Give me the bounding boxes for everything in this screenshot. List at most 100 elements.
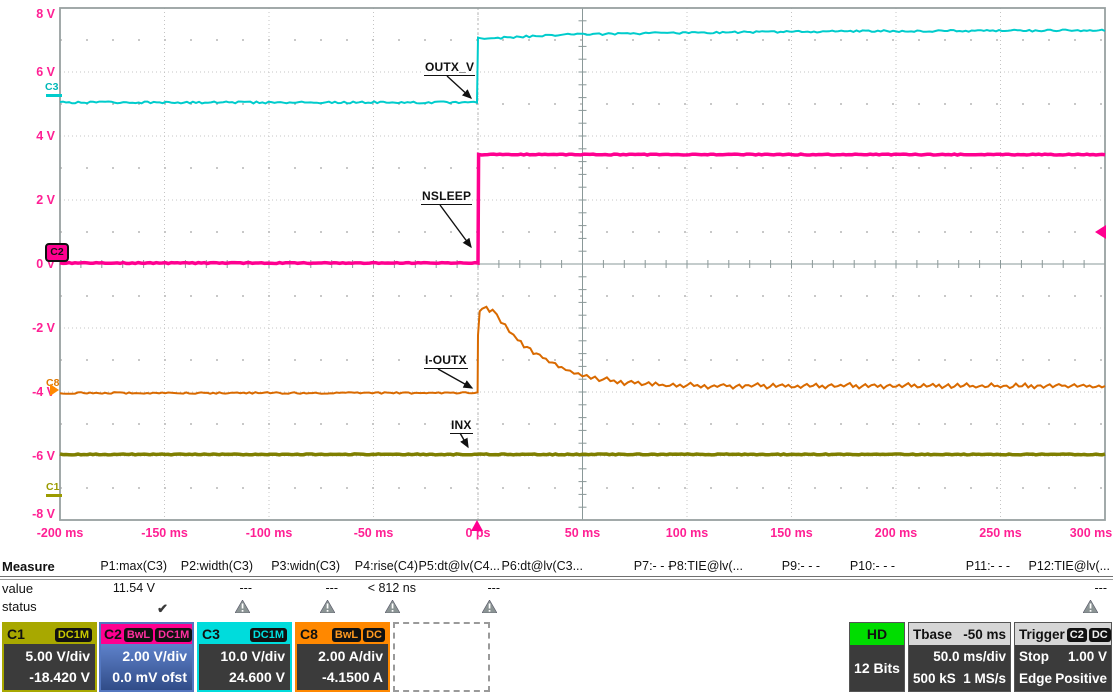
- trigger-level: 1.00 V: [1067, 649, 1107, 664]
- channel-zero-dash: [46, 494, 62, 497]
- measure-col-header[interactable]: P6:dt@lv(C3...: [501, 559, 583, 573]
- trigger-kind: Edge: [1019, 671, 1053, 686]
- trigger-label: Trigger: [1019, 626, 1065, 642]
- timebase-box[interactable]: Tbase -50 ms 50.0 ms/div 500 kS 1 MS/s: [908, 622, 1011, 692]
- measure-col-value: ---: [325, 581, 339, 595]
- hd-bits: 12 Bits: [854, 660, 900, 676]
- y-axis-label: -2 V: [32, 321, 55, 335]
- measure-table: Measure value status P1:max(C3) 11.54 V ✔ P…: [0, 556, 1113, 622]
- channel-descriptor-c2[interactable]: C2 BwL DC1M 2.00 V/div 0.0 mV ofst: [99, 622, 194, 692]
- x-axis-label: 300 ms: [1069, 526, 1113, 540]
- c1-offset-marker[interactable]: C1: [46, 481, 60, 493]
- channel-zero-dash: [46, 94, 62, 97]
- y-axis-label: -6 V: [32, 449, 55, 463]
- measure-row-title: Measure: [2, 559, 55, 574]
- coupling-badge: BwL: [123, 628, 154, 642]
- x-axis-label: 100 ms: [665, 526, 709, 540]
- trigger-level-marker[interactable]: [1095, 225, 1106, 239]
- measure-divider: [0, 576, 1113, 580]
- status-row-title: status: [2, 599, 37, 614]
- channel-descriptor-c1[interactable]: C1 DC1M 5.00 V/div -18.420 V: [2, 622, 97, 692]
- measure-col-header[interactable]: P9:- - -: [781, 559, 820, 573]
- channel-name-c1: C1: [7, 626, 25, 642]
- measure-col-header[interactable]: P11:- - -: [965, 559, 1010, 573]
- measure-col-header[interactable]: P7:- - -: [633, 559, 672, 573]
- y-axis-label: 4 V: [36, 129, 55, 143]
- c8-scale: 2.00 A/div: [318, 648, 383, 664]
- measure-col-header[interactable]: P10:- - -: [849, 559, 895, 573]
- trigger-box[interactable]: Trigger C2 DC Stop 1.00 V Edge Positive: [1014, 622, 1112, 692]
- c2-offset: 0.0 mV ofst: [112, 669, 187, 685]
- measure-col-header[interactable]: P3:widn(C3): [271, 559, 340, 573]
- c3-offset: 24.600 V: [228, 669, 285, 685]
- coupling-badge: DC1M: [249, 628, 287, 642]
- trigger-time-marker[interactable]: [471, 520, 483, 531]
- measure-col-header[interactable]: P5:dt@lv(C4...: [418, 559, 500, 573]
- tbase-offset: -50 ms: [963, 626, 1006, 642]
- empty-descriptor-slot[interactable]: [393, 622, 490, 692]
- status-warning-icon: [234, 599, 251, 618]
- trigger-slope: Positive: [1055, 671, 1107, 686]
- status-warning-icon: [481, 599, 498, 618]
- status-warning-icon: [384, 599, 401, 618]
- channel-name-c8: C8: [300, 626, 318, 642]
- trace-outx_v: [59, 28, 1106, 105]
- coupling-badge: DC1M: [155, 628, 193, 642]
- status-ok-icon: ✔: [157, 601, 168, 616]
- value-row-title: value: [2, 581, 34, 596]
- tbase-scale: 50.0 ms/div: [933, 649, 1006, 664]
- trace-nsleep: [59, 152, 1106, 266]
- x-axis-label: -100 ms: [245, 526, 293, 540]
- x-axis-label: -150 ms: [141, 526, 188, 540]
- y-axis-label: 6 V: [36, 65, 55, 79]
- tbase-rate: 1 MS/s: [963, 671, 1006, 686]
- status-warning-icon: [1082, 599, 1099, 618]
- measure-col-header[interactable]: P12:TIE@lv(...: [1028, 559, 1110, 573]
- channel-name-c2: C2: [104, 626, 122, 642]
- trigger-mode: Stop: [1019, 649, 1049, 664]
- y-axis-label: -4 V: [32, 385, 55, 399]
- measure-col-value: < 812 ns: [367, 581, 416, 595]
- c3-scale: 10.0 V/div: [220, 648, 285, 664]
- measure-col-value: ---: [487, 581, 501, 595]
- measure-col-value: ---: [1094, 581, 1108, 595]
- tbase-label: Tbase: [913, 626, 953, 642]
- y-axis-label: 2 V: [36, 193, 55, 207]
- measure-col-header[interactable]: P8:TIE@lv(...: [668, 559, 743, 573]
- trace-label-nsleep: NSLEEP: [421, 189, 473, 205]
- channel-name-c3: C3: [202, 626, 220, 642]
- coupling-badge: DC: [1088, 628, 1111, 642]
- x-axis-label: 200 ms: [874, 526, 918, 540]
- x-axis-label: -50 ms: [353, 526, 394, 540]
- c2-offset-marker[interactable]: C2: [45, 243, 69, 262]
- measure-col-header[interactable]: P4:rise(C4): [354, 559, 418, 573]
- c3-offset-marker[interactable]: C3: [45, 81, 59, 93]
- x-axis-label: -200 ms: [36, 526, 84, 540]
- coupling-badge: DC1M: [54, 628, 92, 642]
- measure-col-header[interactable]: P2:width(C3): [180, 559, 253, 573]
- channel-descriptor-c3[interactable]: C3 DC1M 10.0 V/div 24.600 V: [197, 622, 292, 692]
- y-axis-label: 8 V: [36, 7, 55, 21]
- x-axis-label: 50 ms: [564, 526, 601, 540]
- hd-mode-box[interactable]: HD 12 Bits: [849, 622, 905, 692]
- y-axis-label: -8 V: [32, 507, 55, 521]
- trace-label-i-outx: I-OUTX: [424, 353, 468, 369]
- trace-i-outx: [59, 305, 1106, 395]
- hd-label: HD: [850, 623, 904, 645]
- waveform-plot-svg: [59, 7, 1106, 521]
- coupling-badge: BwL: [331, 628, 362, 642]
- measure-col-header[interactable]: P1:max(C3): [100, 559, 167, 573]
- channel-descriptor-c8[interactable]: C8 BwL DC 2.00 A/div -4.1500 A: [295, 622, 390, 692]
- measure-col-value: ---: [239, 581, 253, 595]
- coupling-badge: C2: [1066, 628, 1087, 642]
- x-axis-label: 250 ms: [979, 526, 1022, 540]
- status-warning-icon: [319, 599, 336, 618]
- c2-scale: 2.00 V/div: [122, 648, 187, 664]
- measure-col-value: 11.54 V: [112, 581, 155, 595]
- c8-offset: -4.1500 A: [322, 669, 383, 685]
- trace-label-outx_v: OUTX_V: [424, 60, 476, 76]
- tbase-samples: 500 kS: [913, 671, 956, 686]
- c1-offset: -18.420 V: [29, 669, 90, 685]
